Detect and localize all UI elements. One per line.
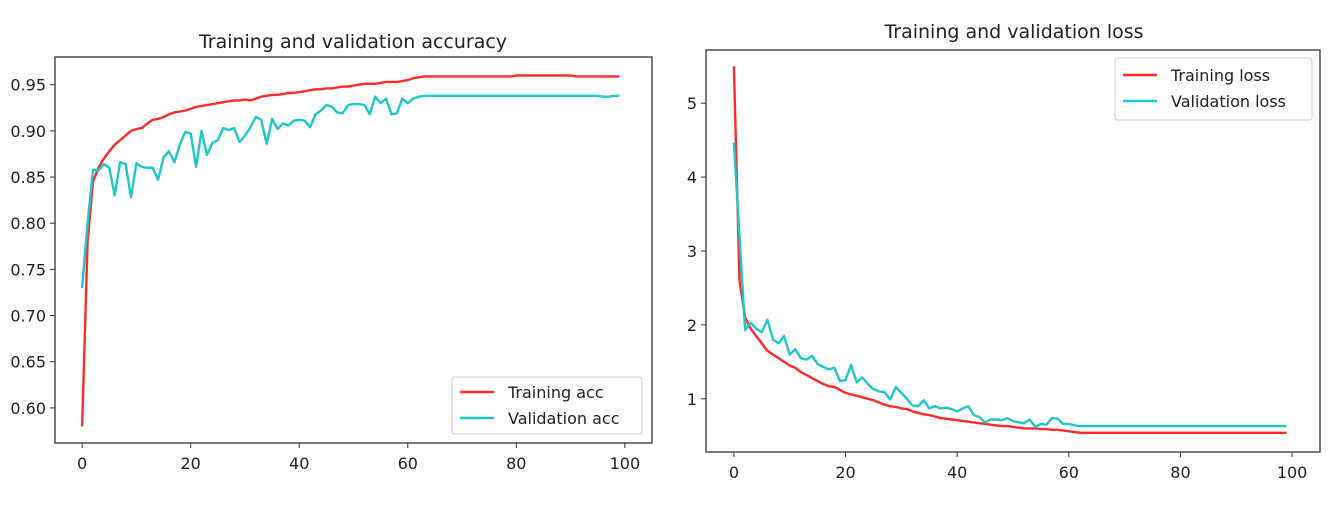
loss-chart: Training and validation loss 0 20 40 60 80 10… [687,21,1321,482]
y-tick-label: 0.90 [10,122,46,141]
series-line-validation-acc [80,94,620,289]
series-line-validation-loss [732,142,1287,429]
y-tick-label: 0.85 [10,168,46,187]
y-tick-label: 0.60 [10,399,46,418]
legend: Training acc Validation acc [451,376,643,435]
y-tick-label: 0.70 [10,307,46,326]
plot-frame [54,56,653,444]
y-tick-label: 1 [687,390,697,409]
x-tick-label: 100 [1277,463,1308,482]
series-line-training-acc [80,74,620,427]
x-tick-label: 0 [729,463,739,482]
legend-label: Training loss [1170,66,1270,85]
chart-title: Training and validation accuracy [198,31,507,53]
y-tick-label: 5 [687,94,697,113]
legend: Training loss Validation loss [1114,57,1313,121]
x-tick-label: 80 [506,454,526,473]
y-tick-label: 0.80 [10,214,46,233]
x-tick-label: 20 [181,454,201,473]
y-tick-label: 2 [687,316,697,335]
y-tick-label: 0.95 [10,76,46,95]
y-tick-label: 3 [687,242,697,261]
x-tick-label: 40 [947,463,967,482]
x-tick-label: 20 [835,463,855,482]
x-tick-label: 40 [289,454,309,473]
y-tick-label: 0.65 [10,353,46,372]
accuracy-chart: Training and validation accuracy 0 20 40 60… [10,31,653,473]
legend-label: Training acc [507,383,604,402]
x-tick-label: 60 [398,454,418,473]
x-tick-label: 80 [1170,463,1190,482]
legend-label: Validation loss [1171,92,1286,111]
series-line-training-loss [732,66,1287,434]
x-tick-label: 60 [1059,463,1079,482]
y-tick-label: 0.75 [10,260,46,279]
x-tick-label: 100 [610,454,641,473]
y-tick-label: 4 [687,168,697,187]
chart-title: Training and validation loss [883,21,1143,43]
x-tick-label: 0 [77,454,87,473]
legend-label: Validation acc [508,409,620,428]
